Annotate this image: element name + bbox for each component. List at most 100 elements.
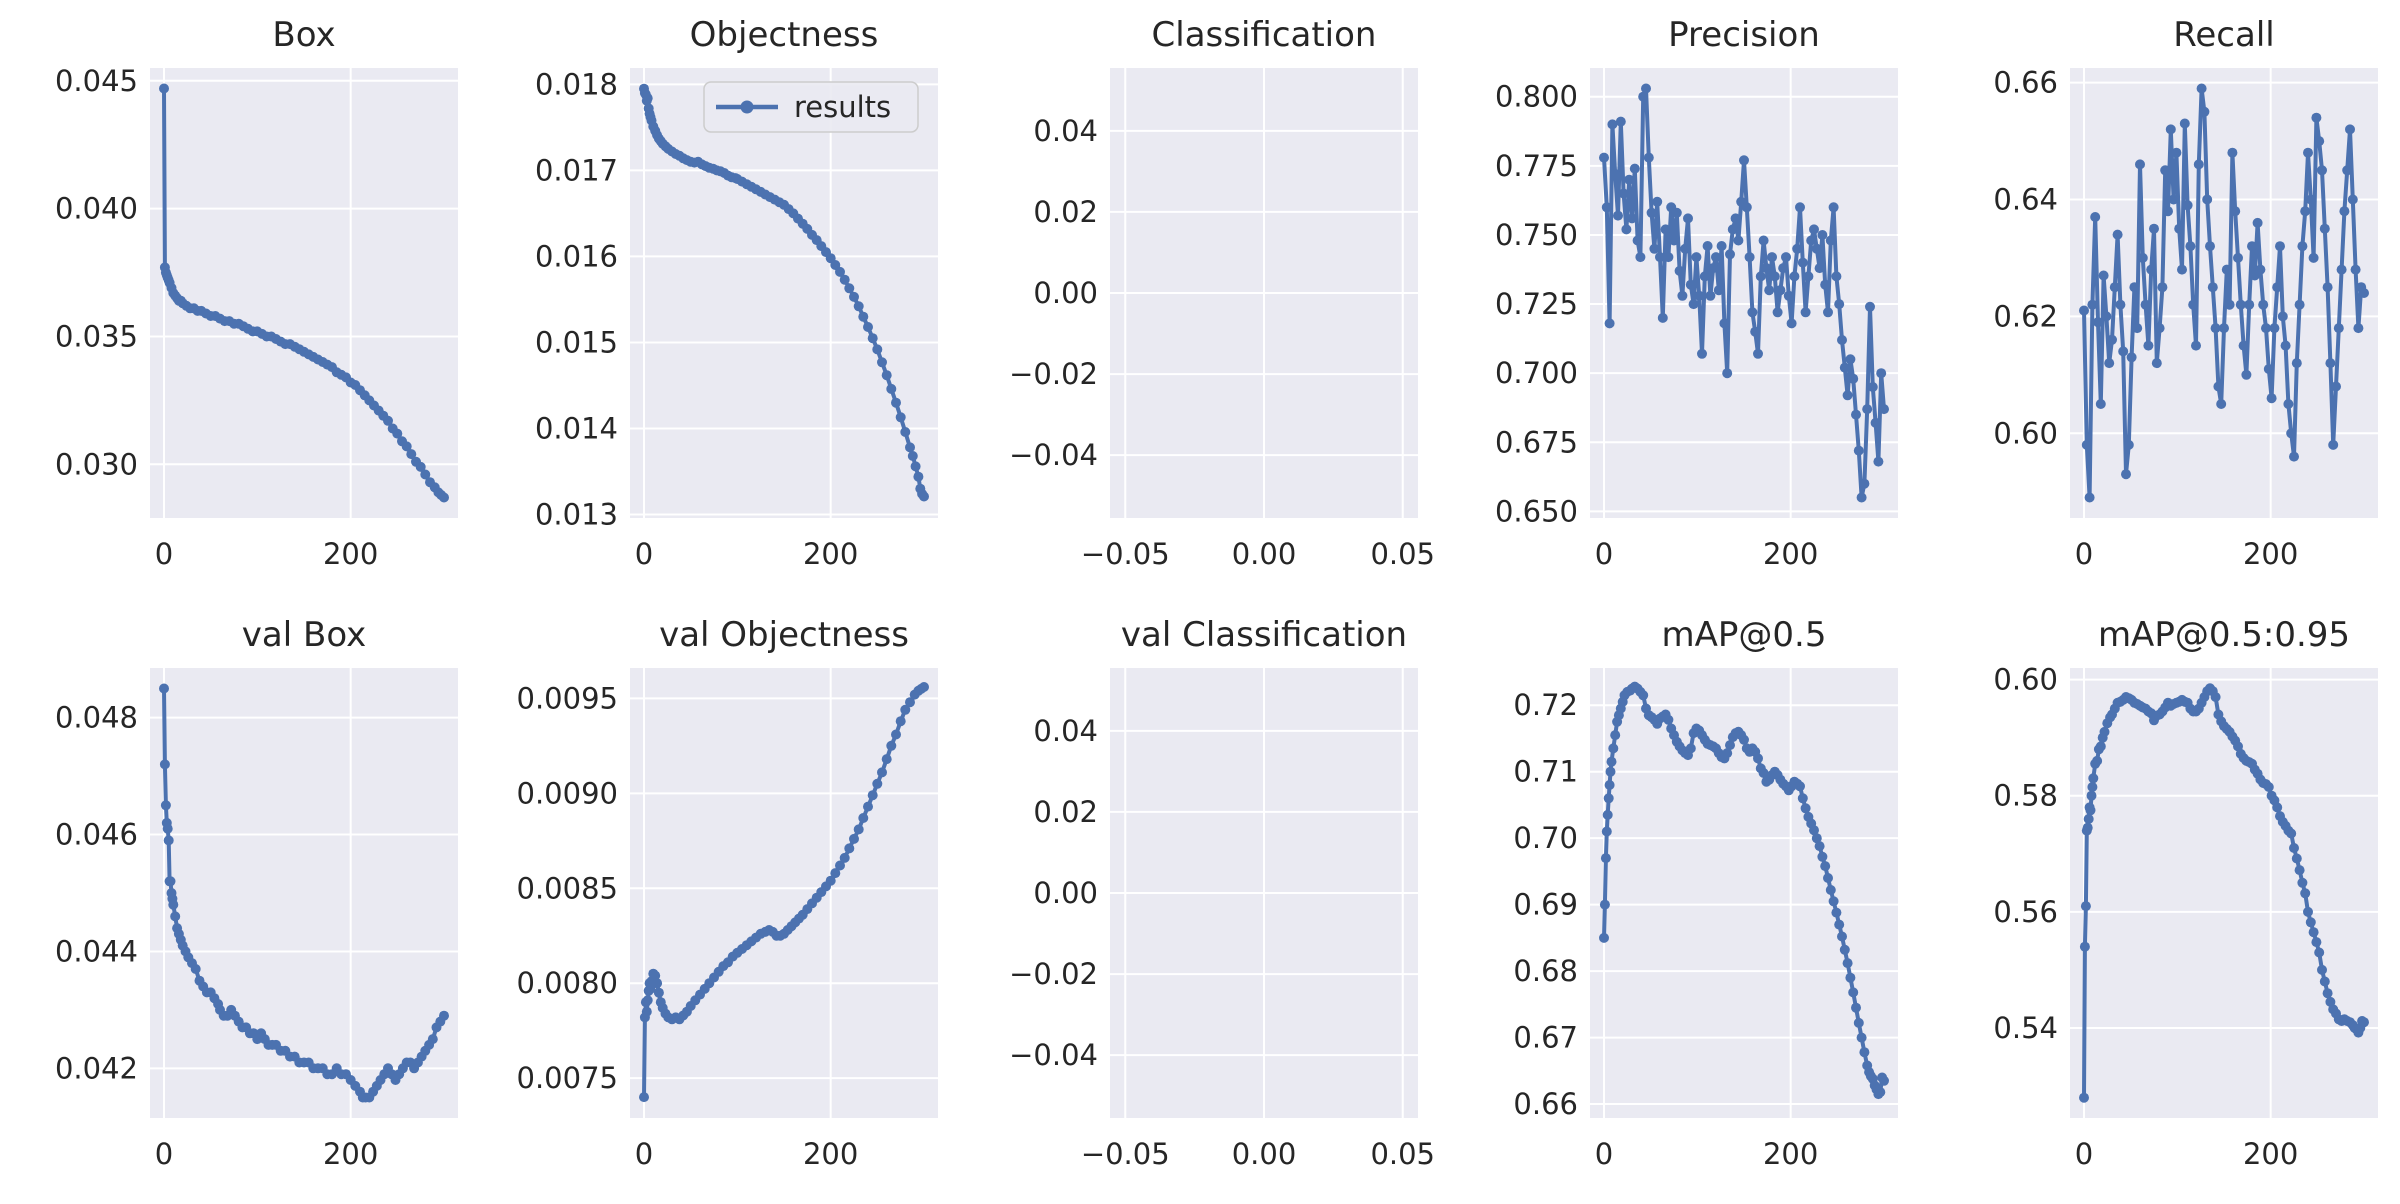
series-marker [2289,451,2299,462]
series-marker [159,759,170,770]
series-marker [1755,271,1766,282]
series-marker [1739,734,1749,745]
series-marker [1842,390,1853,401]
series-marker [2151,358,2162,369]
series-marker [163,835,174,846]
series-marker [1825,885,1836,895]
series-marker [190,964,201,974]
series-marker [2216,399,2227,409]
series-marker [1655,252,1665,263]
series-marker [1837,931,1847,942]
axes-background [630,68,938,518]
series-marker [1610,169,1621,180]
x-tick-label: −0.05 [1081,537,1170,571]
series-marker [2118,346,2129,357]
subplot-title: Box [272,15,335,55]
series-marker [1739,155,1749,166]
subplot-title: mAP@0.5:0.95 [2098,615,2350,655]
x-tick-label: 0 [635,1137,653,1171]
series-marker [1669,235,1679,246]
series-marker [1705,290,1716,301]
series-marker [1604,318,1615,329]
series-marker [2311,112,2322,123]
series-marker [1811,243,1822,254]
series-marker [1652,196,1663,207]
series-marker [427,1034,438,1045]
series-marker [1848,987,1859,998]
series-marker [1697,348,1707,359]
series-marker [2305,917,2316,928]
y-tick-label: 0.60 [1993,663,2058,697]
x-tick-label: 200 [2243,1137,2298,1171]
series-marker [1663,252,1674,263]
series-marker [2121,469,2131,480]
series-marker [159,83,169,94]
axes-background [2070,668,2378,1118]
series-marker [1842,958,1853,969]
series-marker [2308,927,2319,938]
series-marker [2235,299,2246,310]
series-marker [1635,252,1646,263]
series-marker [2088,773,2099,784]
series-marker [1657,312,1668,323]
series-marker [1856,1032,1867,1043]
series-marker [844,283,855,294]
series-marker [1870,417,1881,428]
y-tick-label: 0.0090 [517,776,618,810]
series-marker [2244,299,2255,310]
series-marker [642,93,653,104]
series-marker [919,682,929,692]
y-tick-label: 0.00 [1033,876,1098,910]
series-marker [1811,833,1822,844]
series-marker [2238,340,2249,351]
y-tick-label: 0.56 [1993,895,2058,929]
y-tick-label: 0.750 [1495,218,1578,252]
series-marker [2086,790,2097,801]
series-marker [2272,282,2283,293]
legend-label: results [794,90,891,124]
legend-marker-icon [740,100,754,114]
series-marker [1800,803,1811,814]
series-marker [2199,106,2210,117]
y-tick-label: 0.71 [1513,755,1578,789]
y-tick-label: 0.72 [1513,688,1578,722]
series-marker [1834,299,1845,310]
series-marker [1694,290,1705,301]
y-tick-label: 0.58 [1993,779,2058,813]
x-tick-label: 0 [2075,1137,2093,1171]
x-tick-label: 200 [1763,537,1818,571]
series-marker [1733,235,1744,246]
series-marker [2107,334,2117,345]
x-tick-label: 200 [803,1137,858,1171]
series-marker [160,800,171,811]
series-marker [1828,202,1839,213]
series-marker [849,833,859,844]
series-marker [2286,828,2297,839]
series-marker [2191,340,2201,351]
subplot-title: val Classification [1121,615,1407,655]
series-marker [2174,223,2185,234]
series-marker [2342,165,2353,176]
series-marker [863,801,873,812]
series-marker [2099,726,2110,737]
series-marker [1638,91,1649,102]
series-marker [905,442,915,453]
series-marker [168,899,179,910]
series-marker [849,291,859,302]
series-marker [2339,206,2350,217]
subplot-classification: Classification 0.04 0.02 0.00 −0.02 −0.04 −0.0… [960,0,1440,600]
subplot-val-objectness: val Objectness 0.0095 0.0090 0.0085 0.0080 0.… [480,600,960,1200]
y-tick-label: 0.0075 [517,1061,618,1095]
series-marker [2263,782,2274,792]
series-marker [1859,478,1870,489]
x-tick-label: −0.05 [1081,1137,1170,1171]
series-marker [1873,456,1884,467]
series-marker [1632,235,1643,246]
series-marker [830,868,841,879]
series-marker [1845,354,1856,365]
y-tick-label: 0.016 [535,239,618,273]
series-marker [895,412,906,423]
series-marker [1795,781,1805,792]
series-marker [919,491,929,502]
series-marker [1778,263,1789,274]
